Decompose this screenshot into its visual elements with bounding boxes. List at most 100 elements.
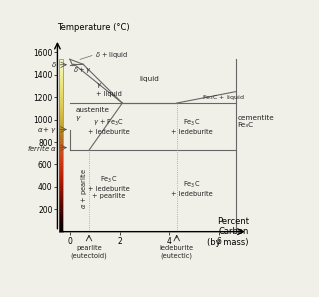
Bar bbox=[59, 107, 63, 108]
Bar bbox=[59, 137, 63, 138]
Bar bbox=[59, 154, 63, 156]
Bar bbox=[59, 181, 63, 183]
Bar bbox=[59, 203, 63, 204]
Text: $\gamma$
+ liquid: $\gamma$ + liquid bbox=[96, 81, 122, 97]
Text: Temperature (°C): Temperature (°C) bbox=[57, 23, 130, 32]
Bar bbox=[59, 111, 63, 113]
Bar bbox=[59, 59, 63, 61]
Bar bbox=[59, 166, 63, 167]
Text: $\alpha$ + pearlite: $\alpha$ + pearlite bbox=[79, 168, 89, 208]
Text: Fe$_3$C
+ ledeburite: Fe$_3$C + ledeburite bbox=[171, 179, 212, 197]
Bar bbox=[59, 88, 63, 89]
Bar bbox=[59, 117, 63, 118]
Bar bbox=[59, 89, 63, 91]
Bar bbox=[59, 160, 63, 161]
Bar bbox=[59, 174, 63, 176]
Bar bbox=[59, 114, 63, 115]
Bar bbox=[59, 78, 63, 79]
Bar bbox=[59, 207, 63, 209]
Bar bbox=[59, 113, 63, 114]
Bar bbox=[59, 101, 63, 102]
Bar bbox=[59, 156, 63, 157]
Bar bbox=[59, 98, 63, 99]
Bar bbox=[59, 168, 63, 170]
Bar bbox=[59, 68, 63, 69]
Bar bbox=[59, 214, 63, 216]
Bar bbox=[59, 187, 63, 189]
Bar bbox=[59, 61, 63, 62]
Bar bbox=[59, 141, 63, 143]
Bar bbox=[59, 151, 63, 153]
Text: Fe$_3$C
+ ledeburite
+ pearlite: Fe$_3$C + ledeburite + pearlite bbox=[87, 175, 129, 199]
Text: pearlite
(eutectoid): pearlite (eutectoid) bbox=[70, 245, 108, 259]
Bar bbox=[59, 226, 63, 227]
Bar bbox=[59, 230, 63, 232]
Bar bbox=[59, 204, 63, 206]
Bar bbox=[59, 84, 63, 85]
Bar bbox=[59, 167, 63, 168]
Bar bbox=[59, 102, 63, 104]
Text: ferrite $\alpha$: ferrite $\alpha$ bbox=[27, 143, 57, 153]
Bar bbox=[59, 135, 63, 137]
Bar bbox=[59, 92, 63, 94]
Text: liquid: liquid bbox=[139, 76, 159, 82]
Bar bbox=[59, 219, 63, 220]
Bar bbox=[59, 176, 63, 177]
Bar bbox=[59, 194, 63, 196]
Bar bbox=[59, 164, 63, 166]
Text: Fe$_3$C + liquid: Fe$_3$C + liquid bbox=[202, 93, 244, 102]
Bar bbox=[59, 74, 63, 75]
Bar bbox=[59, 186, 63, 187]
Bar bbox=[59, 115, 63, 117]
Bar bbox=[59, 131, 63, 132]
Bar bbox=[59, 199, 63, 200]
Bar bbox=[59, 173, 63, 174]
Bar bbox=[59, 140, 63, 141]
Bar bbox=[59, 134, 63, 135]
Text: Percent
Carbon
(by mass): Percent Carbon (by mass) bbox=[207, 217, 249, 247]
Bar bbox=[59, 222, 63, 223]
Bar bbox=[59, 153, 63, 154]
Bar bbox=[59, 229, 63, 230]
Text: $\delta$ + liquid: $\delta$ + liquid bbox=[95, 50, 128, 60]
Bar bbox=[59, 184, 63, 186]
Bar bbox=[59, 128, 63, 130]
Bar bbox=[59, 211, 63, 213]
Text: $\gamma$ + Fe$_3$C
+ ledeburite: $\gamma$ + Fe$_3$C + ledeburite bbox=[87, 118, 129, 135]
Bar bbox=[59, 158, 63, 160]
Bar bbox=[59, 110, 63, 111]
Bar bbox=[59, 171, 63, 173]
Bar bbox=[59, 210, 63, 211]
Bar bbox=[59, 91, 63, 92]
Bar bbox=[59, 177, 63, 178]
Bar bbox=[59, 206, 63, 207]
Bar bbox=[59, 95, 63, 97]
Bar bbox=[59, 75, 63, 77]
Bar bbox=[59, 196, 63, 197]
Bar bbox=[59, 132, 63, 134]
Bar bbox=[59, 161, 63, 163]
Bar bbox=[59, 124, 63, 125]
Bar bbox=[59, 216, 63, 217]
Bar bbox=[59, 62, 63, 64]
Bar bbox=[59, 192, 63, 193]
Bar bbox=[59, 227, 63, 229]
Bar bbox=[59, 65, 63, 67]
Bar bbox=[59, 217, 63, 219]
Text: Fe$_3$C
+ ledeburite: Fe$_3$C + ledeburite bbox=[171, 118, 212, 135]
Bar bbox=[59, 178, 63, 180]
Bar bbox=[59, 183, 63, 184]
Bar bbox=[59, 200, 63, 201]
Bar bbox=[59, 144, 63, 146]
Bar bbox=[59, 79, 63, 81]
Text: $\delta$: $\delta$ bbox=[51, 60, 57, 69]
Bar bbox=[59, 86, 63, 88]
Bar bbox=[59, 138, 63, 140]
Bar bbox=[59, 104, 63, 105]
Bar bbox=[59, 67, 63, 68]
Bar bbox=[59, 118, 63, 120]
Bar bbox=[59, 121, 63, 122]
Bar bbox=[59, 150, 63, 151]
Bar bbox=[59, 213, 63, 214]
Bar bbox=[59, 147, 63, 148]
